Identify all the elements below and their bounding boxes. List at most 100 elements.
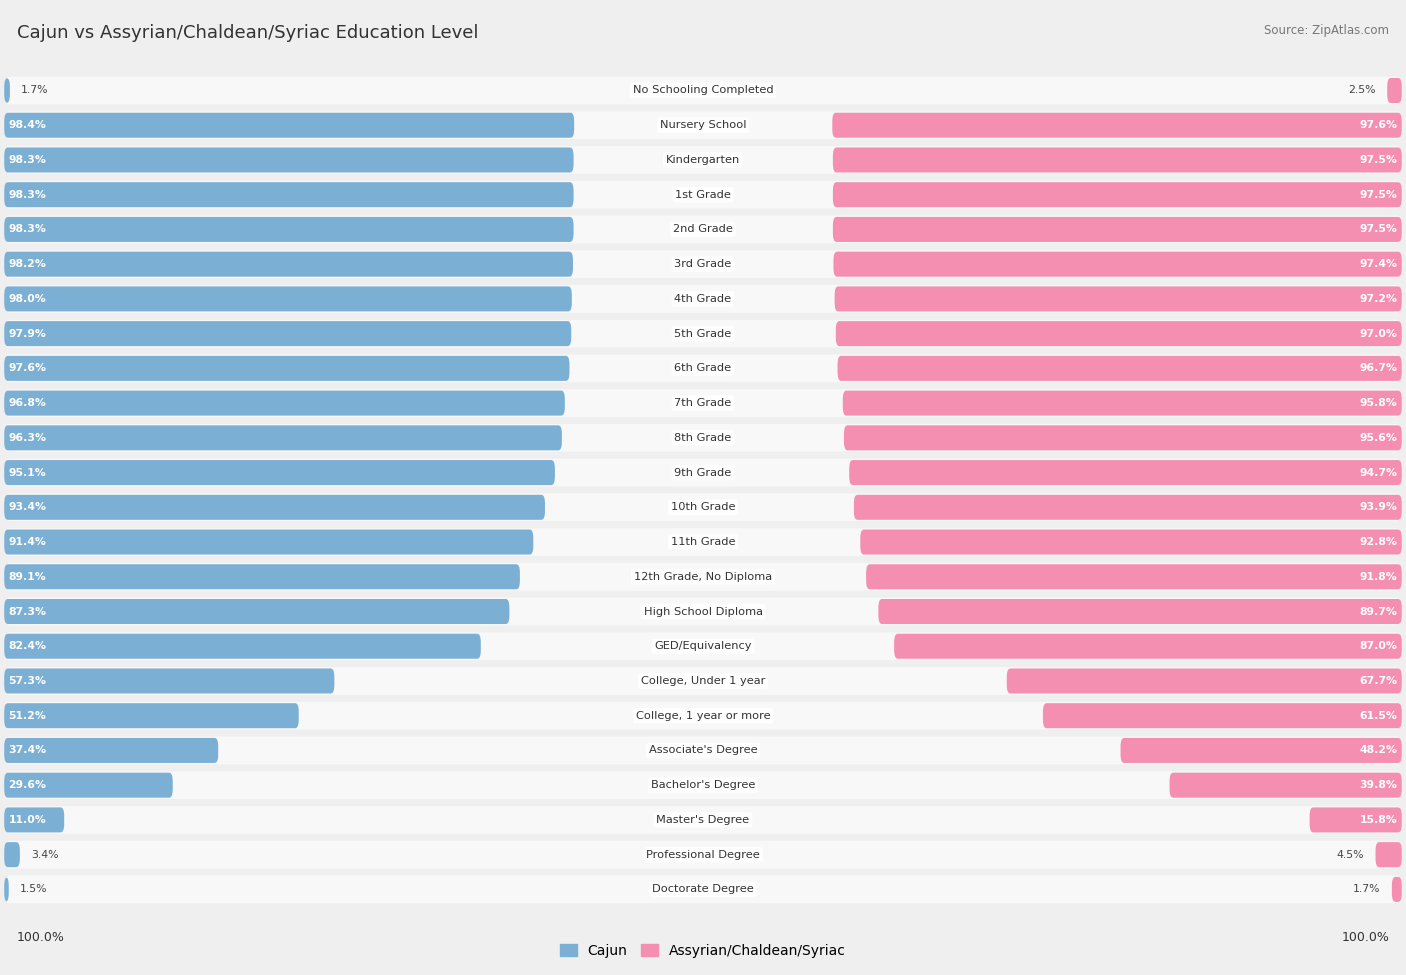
- Text: 11.0%: 11.0%: [8, 815, 46, 825]
- FancyBboxPatch shape: [1392, 877, 1402, 902]
- Text: 98.3%: 98.3%: [8, 190, 46, 200]
- FancyBboxPatch shape: [4, 528, 1402, 556]
- FancyBboxPatch shape: [4, 738, 218, 763]
- FancyBboxPatch shape: [4, 391, 565, 415]
- Text: 97.4%: 97.4%: [1360, 259, 1398, 269]
- FancyBboxPatch shape: [4, 147, 574, 173]
- FancyBboxPatch shape: [4, 321, 571, 346]
- FancyBboxPatch shape: [4, 565, 520, 589]
- Text: College, 1 year or more: College, 1 year or more: [636, 711, 770, 721]
- FancyBboxPatch shape: [4, 806, 1402, 834]
- FancyBboxPatch shape: [4, 287, 572, 311]
- Text: 89.1%: 89.1%: [8, 571, 46, 582]
- Legend: Cajun, Assyrian/Chaldean/Syriac: Cajun, Assyrian/Chaldean/Syriac: [554, 938, 852, 963]
- Text: No Schooling Completed: No Schooling Completed: [633, 86, 773, 96]
- FancyBboxPatch shape: [4, 182, 574, 208]
- Text: 8th Grade: 8th Grade: [675, 433, 731, 443]
- Text: 11th Grade: 11th Grade: [671, 537, 735, 547]
- FancyBboxPatch shape: [832, 216, 1402, 242]
- Text: 95.6%: 95.6%: [1360, 433, 1398, 443]
- FancyBboxPatch shape: [4, 78, 10, 103]
- Text: Source: ZipAtlas.com: Source: ZipAtlas.com: [1264, 24, 1389, 37]
- Text: GED/Equivalency: GED/Equivalency: [654, 642, 752, 651]
- Text: 97.5%: 97.5%: [1360, 190, 1398, 200]
- FancyBboxPatch shape: [4, 667, 1402, 695]
- FancyBboxPatch shape: [4, 599, 509, 624]
- Text: 98.3%: 98.3%: [8, 155, 46, 165]
- FancyBboxPatch shape: [4, 669, 335, 693]
- Text: 9th Grade: 9th Grade: [675, 468, 731, 478]
- Text: Nursery School: Nursery School: [659, 120, 747, 131]
- FancyBboxPatch shape: [1007, 669, 1402, 693]
- FancyBboxPatch shape: [4, 563, 1402, 591]
- Text: Master's Degree: Master's Degree: [657, 815, 749, 825]
- FancyBboxPatch shape: [1309, 807, 1402, 833]
- Text: Professional Degree: Professional Degree: [647, 849, 759, 860]
- Text: Cajun vs Assyrian/Chaldean/Syriac Education Level: Cajun vs Assyrian/Chaldean/Syriac Educat…: [17, 24, 478, 42]
- FancyBboxPatch shape: [4, 494, 546, 520]
- FancyBboxPatch shape: [4, 771, 1402, 799]
- Text: 97.2%: 97.2%: [1360, 293, 1398, 304]
- FancyBboxPatch shape: [842, 391, 1402, 415]
- Text: 57.3%: 57.3%: [8, 676, 46, 686]
- Text: 10th Grade: 10th Grade: [671, 502, 735, 512]
- Text: 96.8%: 96.8%: [8, 398, 46, 409]
- FancyBboxPatch shape: [4, 216, 574, 242]
- Text: High School Diploma: High School Diploma: [644, 606, 762, 616]
- FancyBboxPatch shape: [894, 634, 1402, 659]
- Text: 61.5%: 61.5%: [1360, 711, 1398, 721]
- Text: 6th Grade: 6th Grade: [675, 364, 731, 373]
- Text: 5th Grade: 5th Grade: [675, 329, 731, 338]
- FancyBboxPatch shape: [1121, 738, 1402, 763]
- Text: 87.0%: 87.0%: [1360, 642, 1398, 651]
- FancyBboxPatch shape: [844, 425, 1402, 450]
- FancyBboxPatch shape: [4, 356, 569, 381]
- Text: 39.8%: 39.8%: [1360, 780, 1398, 790]
- Text: 3.4%: 3.4%: [31, 849, 59, 860]
- Text: 96.3%: 96.3%: [8, 433, 46, 443]
- FancyBboxPatch shape: [4, 876, 1402, 903]
- Text: Doctorate Degree: Doctorate Degree: [652, 884, 754, 894]
- Text: Bachelor's Degree: Bachelor's Degree: [651, 780, 755, 790]
- Text: 97.0%: 97.0%: [1360, 329, 1398, 338]
- Text: 97.9%: 97.9%: [8, 329, 46, 338]
- Text: 12th Grade, No Diploma: 12th Grade, No Diploma: [634, 571, 772, 582]
- Text: Associate's Degree: Associate's Degree: [648, 746, 758, 756]
- Text: 100.0%: 100.0%: [17, 931, 65, 945]
- FancyBboxPatch shape: [4, 460, 555, 486]
- Text: 1.7%: 1.7%: [1353, 884, 1381, 894]
- Text: 4.5%: 4.5%: [1337, 849, 1364, 860]
- FancyBboxPatch shape: [4, 772, 173, 798]
- FancyBboxPatch shape: [1375, 842, 1402, 867]
- Text: 51.2%: 51.2%: [8, 711, 46, 721]
- Text: 2.5%: 2.5%: [1348, 86, 1376, 96]
- FancyBboxPatch shape: [853, 494, 1402, 520]
- FancyBboxPatch shape: [832, 113, 1402, 137]
- FancyBboxPatch shape: [4, 285, 1402, 313]
- FancyBboxPatch shape: [1388, 78, 1402, 103]
- Text: College, Under 1 year: College, Under 1 year: [641, 676, 765, 686]
- Text: 95.8%: 95.8%: [1360, 398, 1398, 409]
- FancyBboxPatch shape: [4, 146, 1402, 174]
- Text: 1.5%: 1.5%: [20, 884, 48, 894]
- FancyBboxPatch shape: [866, 565, 1402, 589]
- Text: 98.0%: 98.0%: [8, 293, 46, 304]
- Text: 67.7%: 67.7%: [1360, 676, 1398, 686]
- FancyBboxPatch shape: [4, 424, 1402, 451]
- Text: 82.4%: 82.4%: [8, 642, 46, 651]
- FancyBboxPatch shape: [4, 215, 1402, 244]
- FancyBboxPatch shape: [4, 840, 1402, 869]
- FancyBboxPatch shape: [849, 460, 1402, 486]
- Text: 97.5%: 97.5%: [1360, 155, 1398, 165]
- FancyBboxPatch shape: [834, 252, 1402, 277]
- FancyBboxPatch shape: [4, 807, 65, 833]
- FancyBboxPatch shape: [4, 703, 298, 728]
- Text: 15.8%: 15.8%: [1360, 815, 1398, 825]
- FancyBboxPatch shape: [4, 251, 1402, 278]
- FancyBboxPatch shape: [835, 287, 1402, 311]
- Text: 87.3%: 87.3%: [8, 606, 46, 616]
- Text: 97.6%: 97.6%: [1360, 120, 1398, 131]
- FancyBboxPatch shape: [4, 702, 1402, 729]
- FancyBboxPatch shape: [4, 529, 533, 555]
- FancyBboxPatch shape: [4, 634, 481, 659]
